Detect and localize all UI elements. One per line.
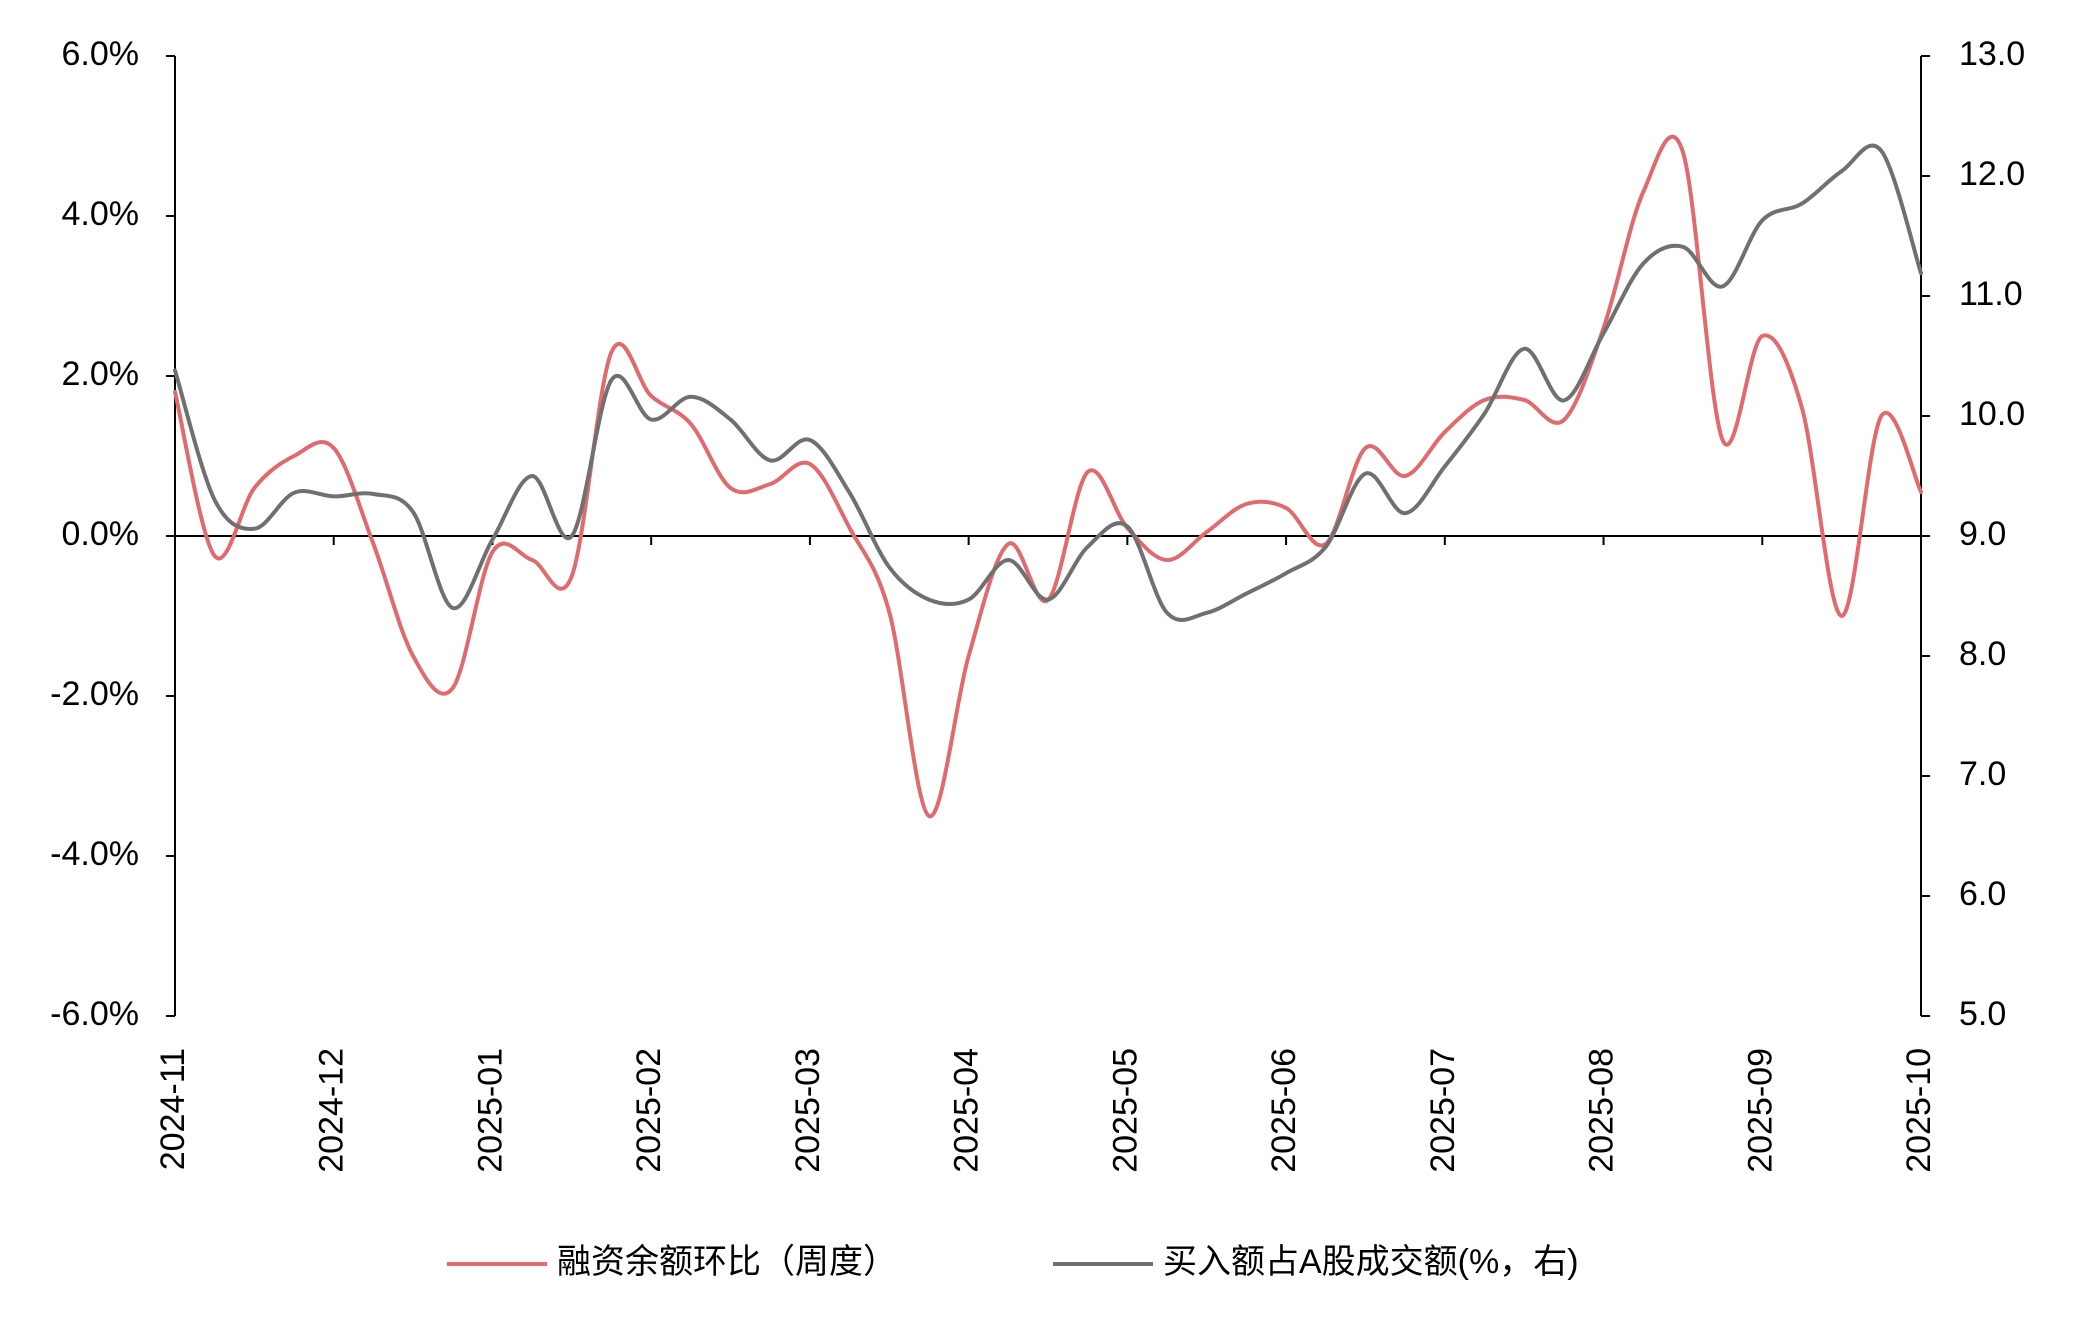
y2-tick-label: 5.0 <box>1959 995 2006 1033</box>
y2-tick-label: 12.0 <box>1959 155 2025 193</box>
y2-tick-label: 8.0 <box>1959 635 2006 673</box>
y2-tick-label: 9.0 <box>1959 515 2006 553</box>
x-tick-label: 2025-04 <box>948 1048 986 1173</box>
y2-tick-label: 10.0 <box>1959 395 2025 433</box>
y-tick-label: -2.0% <box>50 675 139 713</box>
y-tick-label: 2.0% <box>62 355 140 393</box>
x-tick-label: 2025-07 <box>1424 1048 1462 1173</box>
legend-label: 买入额占A股成交额(%，右) <box>1163 1243 1579 1281</box>
x-tick-label: 2025-06 <box>1265 1048 1303 1173</box>
y-tick-label: -4.0% <box>50 835 139 873</box>
y2-tick-label: 7.0 <box>1959 755 2006 793</box>
x-tick-label: 2025-10 <box>1900 1048 1938 1173</box>
y-tick-label: 0.0% <box>62 515 140 553</box>
x-tick-label: 2025-05 <box>1106 1048 1144 1173</box>
y-tick-label: 6.0% <box>62 35 140 73</box>
legend-label: 融资余额环比（周度） <box>557 1243 897 1281</box>
line-series <box>173 134 1923 819</box>
x-tick-label: 2024-11 <box>154 1048 192 1170</box>
x-tick-label: 2024-12 <box>313 1048 351 1173</box>
x-tick-label: 2025-02 <box>630 1048 668 1173</box>
line-series <box>173 143 1923 622</box>
x-tick-label: 2025-03 <box>789 1048 827 1173</box>
y2-tick-label: 6.0 <box>1959 875 2006 913</box>
y2-tick-label: 11.0 <box>1959 275 2023 313</box>
x-tick-label: 2025-09 <box>1741 1048 1779 1173</box>
y2-tick-label: 13.0 <box>1959 35 2025 73</box>
y-tick-label: -6.0% <box>50 995 139 1033</box>
x-tick-label: 2025-01 <box>471 1048 509 1173</box>
x-tick-label: 2025-08 <box>1583 1048 1621 1173</box>
y-tick-label: 4.0% <box>62 195 140 233</box>
